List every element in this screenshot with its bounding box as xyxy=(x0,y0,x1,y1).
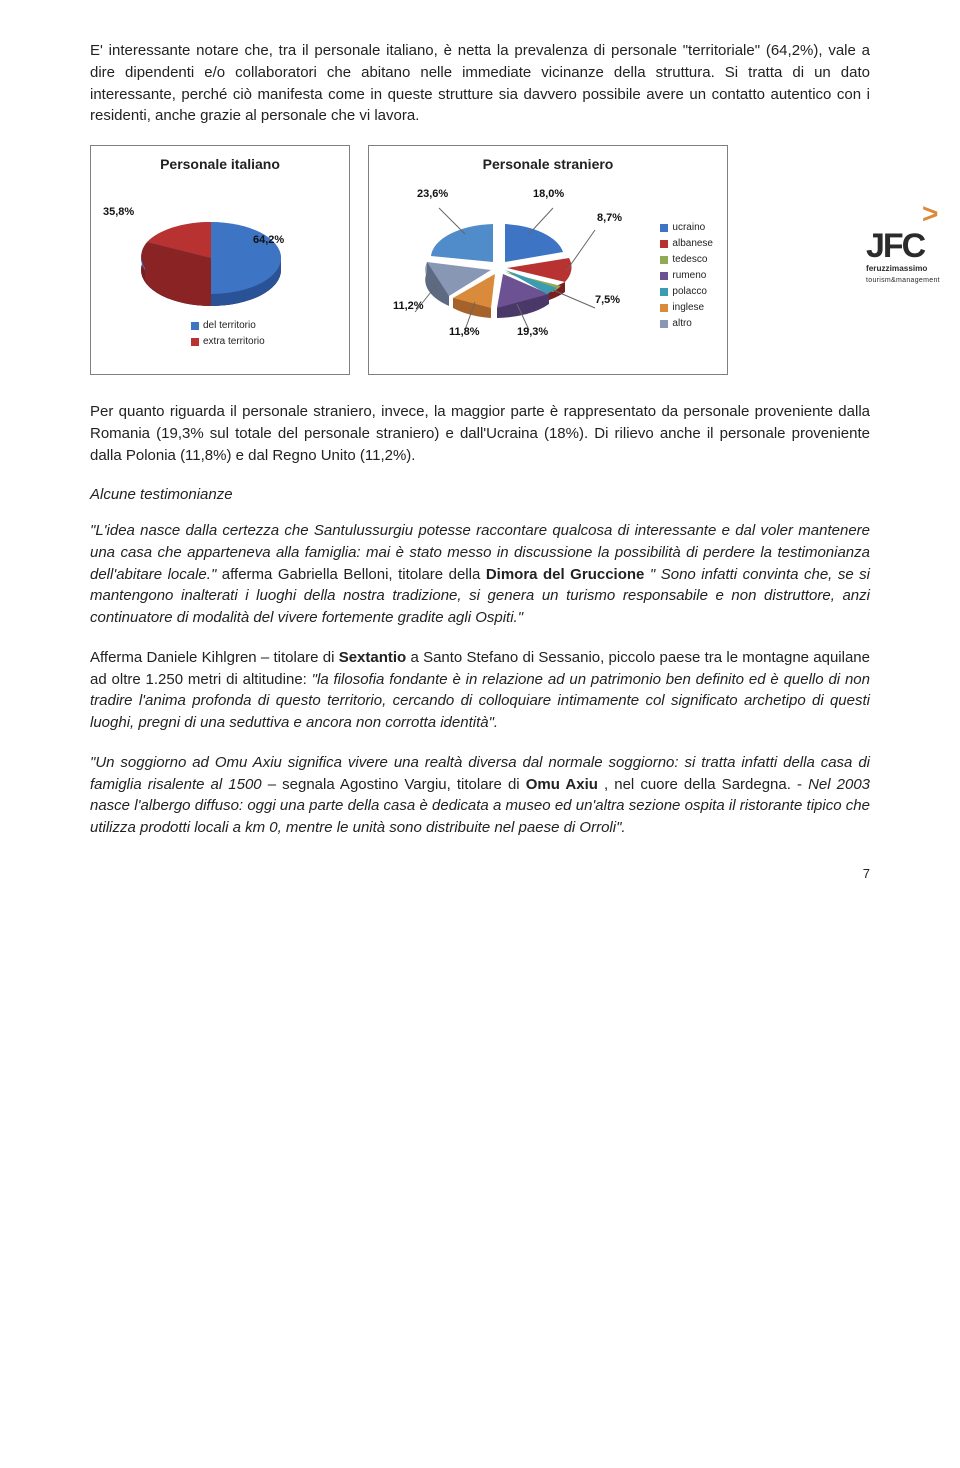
callout-11-2: 11,2% xyxy=(393,300,424,312)
legend-color-icon xyxy=(660,240,668,248)
legend-color-icon xyxy=(191,338,199,346)
quote-attribution: Afferma Daniele Kihlgren – titolare di xyxy=(90,649,339,666)
legend-item-extra-territorio: extra territorio xyxy=(191,334,265,350)
callout-35-8: 35,8% xyxy=(103,206,134,218)
legend-color-icon xyxy=(660,288,668,296)
charts-row: Personale italiano 35,8% 64,2% xyxy=(90,145,870,375)
callout-19-3: 19,3% xyxy=(517,326,548,338)
legend-label: del territorio xyxy=(203,318,256,334)
legend-item: inglese xyxy=(660,300,713,316)
legend-label: extra territorio xyxy=(203,334,265,350)
chart-straniero-title: Personale straniero xyxy=(379,156,717,172)
jfc-logo: > JFC feruzzimassimo tourism&management xyxy=(866,205,944,295)
intro-paragraph: E' interessante notare che, tra il perso… xyxy=(90,40,870,127)
callout-8-7: 8,7% xyxy=(597,212,622,224)
legend-item-del-territorio: del territorio xyxy=(191,318,265,334)
place-name: Omu Axiu xyxy=(526,776,598,793)
legend-italiano: del territorio extra territorio xyxy=(191,318,265,350)
legend-label: albanese xyxy=(672,236,713,252)
testimonial-2: Afferma Daniele Kihlgren – titolare di S… xyxy=(90,647,870,734)
legend-label: inglese xyxy=(672,300,704,316)
testimonianze-heading: Alcune testimonianze xyxy=(90,484,870,506)
paragraph-straniero: Per quanto riguarda il personale stranie… xyxy=(90,401,870,466)
chart-straniero: Personale straniero xyxy=(368,145,728,375)
legend-item: tedesco xyxy=(660,252,713,268)
legend-item: polacco xyxy=(660,284,713,300)
chart-italiano: Personale italiano 35,8% 64,2% xyxy=(90,145,350,375)
callout-11-8: 11,8% xyxy=(449,326,480,338)
logo-line1: feruzzimassimo xyxy=(866,264,927,273)
legend-label: ucraino xyxy=(672,220,705,236)
legend-item: albanese xyxy=(660,236,713,252)
place-name: Sextantio xyxy=(339,649,407,666)
legend-color-icon xyxy=(660,272,668,280)
quote-attribution: – segnala Agostino Vargiu, titolare di xyxy=(268,776,526,793)
legend-label: tedesco xyxy=(672,252,707,268)
callout-7-5: 7,5% xyxy=(595,294,620,306)
chart-italiano-title: Personale italiano xyxy=(101,156,339,172)
legend-label: rumeno xyxy=(672,268,706,284)
svg-text:>: > xyxy=(922,205,938,229)
svg-text:JFC: JFC xyxy=(866,227,926,265)
testimonial-1: "L'idea nasce dalla certezza che Santulu… xyxy=(90,520,870,629)
legend-item: ucraino xyxy=(660,220,713,236)
logo-line2: tourism&management xyxy=(866,277,940,284)
callout-64-2: 64,2% xyxy=(253,234,284,246)
legend-color-icon xyxy=(191,322,199,330)
legend-color-icon xyxy=(660,256,668,264)
legend-item: altro xyxy=(660,316,713,332)
legend-straniero: ucraino albanese tedesco rumeno polacco … xyxy=(660,220,713,332)
quote-attribution: afferma Gabriella Belloni, titolare dell… xyxy=(222,566,486,583)
legend-color-icon xyxy=(660,320,668,328)
page-number: 7 xyxy=(863,866,870,881)
callout-23-6: 23,6% xyxy=(417,188,448,200)
legend-item: rumeno xyxy=(660,268,713,284)
callout-18-0: 18,0% xyxy=(533,188,564,200)
legend-color-icon xyxy=(660,224,668,232)
legend-color-icon xyxy=(660,304,668,312)
legend-label: altro xyxy=(672,316,691,332)
place-name: Dimora del Gruccione xyxy=(486,566,645,583)
testimonial-3: "Un soggiorno ad Omu Axiu significa vive… xyxy=(90,752,870,839)
pie-straniero xyxy=(379,178,659,348)
legend-label: polacco xyxy=(672,284,706,300)
quote-attribution: , nel cuore della Sardegna. - xyxy=(604,776,808,793)
